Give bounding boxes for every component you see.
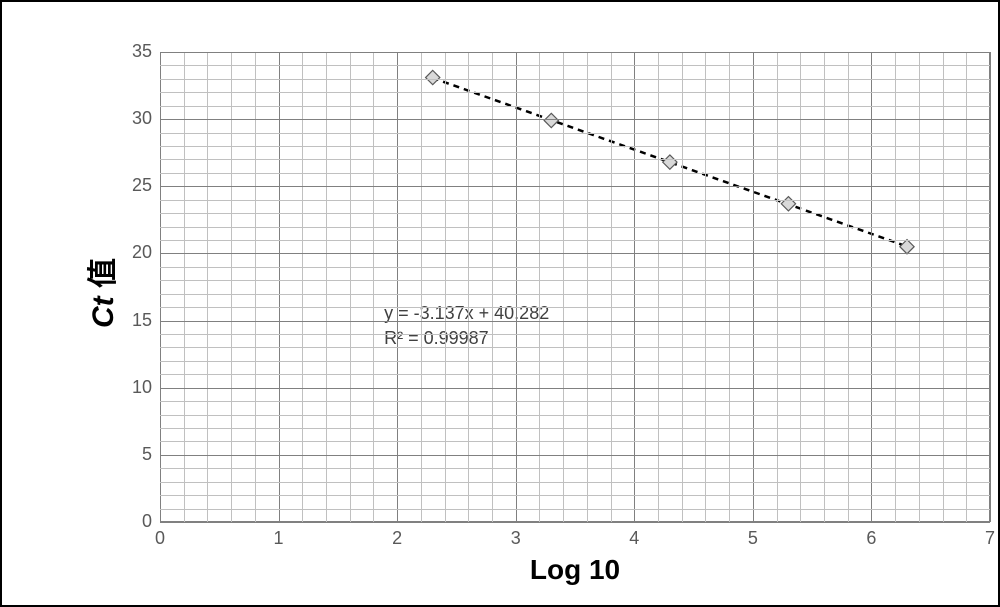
- y-grid-major: [160, 253, 990, 254]
- y-grid-minor: [160, 146, 990, 147]
- y-grid-major: [160, 455, 990, 456]
- y-grid-major: [160, 119, 990, 120]
- x-grid-minor: [563, 52, 564, 522]
- x-grid-minor: [895, 52, 896, 522]
- y-tick-label: 35: [132, 41, 152, 62]
- y-tick-label: 0: [142, 511, 152, 532]
- x-grid-minor: [492, 52, 493, 522]
- y-grid-minor: [160, 79, 990, 80]
- y-tick-label: 20: [132, 242, 152, 263]
- y-grid-major: [160, 522, 990, 523]
- x-grid-minor: [421, 52, 422, 522]
- chart-frame: Ct 值 Log 10 y = -3.137x + 40.282 R² = 0.…: [0, 0, 1000, 607]
- y-grid-minor: [160, 133, 990, 134]
- y-grid-minor: [160, 441, 990, 442]
- x-grid-minor: [468, 52, 469, 522]
- x-grid-minor: [445, 52, 446, 522]
- y-grid-minor: [160, 294, 990, 295]
- y-grid-minor: [160, 65, 990, 66]
- y-grid-minor: [160, 213, 990, 214]
- y-grid-minor: [160, 509, 990, 510]
- x-grid-minor: [919, 52, 920, 522]
- y-grid-minor: [160, 468, 990, 469]
- chart-area: Ct 值 Log 10 y = -3.137x + 40.282 R² = 0.…: [30, 22, 975, 597]
- x-grid-minor: [373, 52, 374, 522]
- x-grid-major: [516, 52, 517, 522]
- x-tick-label: 2: [377, 528, 417, 549]
- x-grid-major: [397, 52, 398, 522]
- x-grid-major: [753, 52, 754, 522]
- plot-area: [160, 52, 990, 522]
- x-grid-minor: [326, 52, 327, 522]
- y-grid-minor: [160, 267, 990, 268]
- y-grid-minor: [160, 240, 990, 241]
- x-tick-label: 7: [970, 528, 1000, 549]
- x-grid-minor: [255, 52, 256, 522]
- y-grid-minor: [160, 227, 990, 228]
- y-grid-minor: [160, 200, 990, 201]
- x-grid-major: [160, 52, 161, 522]
- y-axis-label: Ct 值: [78, 258, 122, 328]
- x-tick-label: 6: [851, 528, 891, 549]
- x-grid-major: [279, 52, 280, 522]
- x-grid-minor: [350, 52, 351, 522]
- x-grid-minor: [207, 52, 208, 522]
- y-tick-label: 25: [132, 175, 152, 196]
- y-grid-minor: [160, 495, 990, 496]
- x-grid-minor: [800, 52, 801, 522]
- x-grid-major: [871, 52, 872, 522]
- y-tick-label: 5: [142, 444, 152, 465]
- y-tick-label: 15: [132, 310, 152, 331]
- x-grid-minor: [658, 52, 659, 522]
- x-grid-major: [990, 52, 991, 522]
- x-tick-label: 4: [614, 528, 654, 549]
- y-tick-label: 30: [132, 108, 152, 129]
- x-grid-minor: [539, 52, 540, 522]
- x-grid-major: [634, 52, 635, 522]
- equation-text: y = -3.137x + 40.282: [384, 301, 549, 326]
- x-grid-minor: [777, 52, 778, 522]
- y-grid-minor: [160, 482, 990, 483]
- x-grid-minor: [587, 52, 588, 522]
- x-tick-label: 5: [733, 528, 773, 549]
- x-grid-minor: [943, 52, 944, 522]
- y-grid-minor: [160, 159, 990, 160]
- x-tick-label: 1: [259, 528, 299, 549]
- y-tick-label: 10: [132, 377, 152, 398]
- x-grid-minor: [682, 52, 683, 522]
- x-grid-minor: [729, 52, 730, 522]
- y-grid-major: [160, 321, 990, 322]
- x-grid-minor: [705, 52, 706, 522]
- y-grid-major: [160, 52, 990, 53]
- y-grid-minor: [160, 106, 990, 107]
- x-grid-minor: [611, 52, 612, 522]
- x-grid-minor: [824, 52, 825, 522]
- regression-annotation: y = -3.137x + 40.282 R² = 0.99987: [384, 301, 549, 351]
- x-grid-minor: [848, 52, 849, 522]
- x-axis-label: Log 10: [515, 554, 635, 586]
- y-grid-minor: [160, 307, 990, 308]
- y-grid-major: [160, 388, 990, 389]
- y-grid-minor: [160, 334, 990, 335]
- y-grid-minor: [160, 428, 990, 429]
- x-tick-label: 3: [496, 528, 536, 549]
- x-grid-minor: [966, 52, 967, 522]
- x-grid-minor: [184, 52, 185, 522]
- y-grid-minor: [160, 374, 990, 375]
- y-grid-minor: [160, 347, 990, 348]
- x-grid-minor: [302, 52, 303, 522]
- y-grid-minor: [160, 361, 990, 362]
- y-grid-minor: [160, 401, 990, 402]
- y-grid-minor: [160, 173, 990, 174]
- x-grid-minor: [231, 52, 232, 522]
- y-grid-major: [160, 186, 990, 187]
- y-grid-minor: [160, 415, 990, 416]
- y-grid-minor: [160, 280, 990, 281]
- y-grid-minor: [160, 92, 990, 93]
